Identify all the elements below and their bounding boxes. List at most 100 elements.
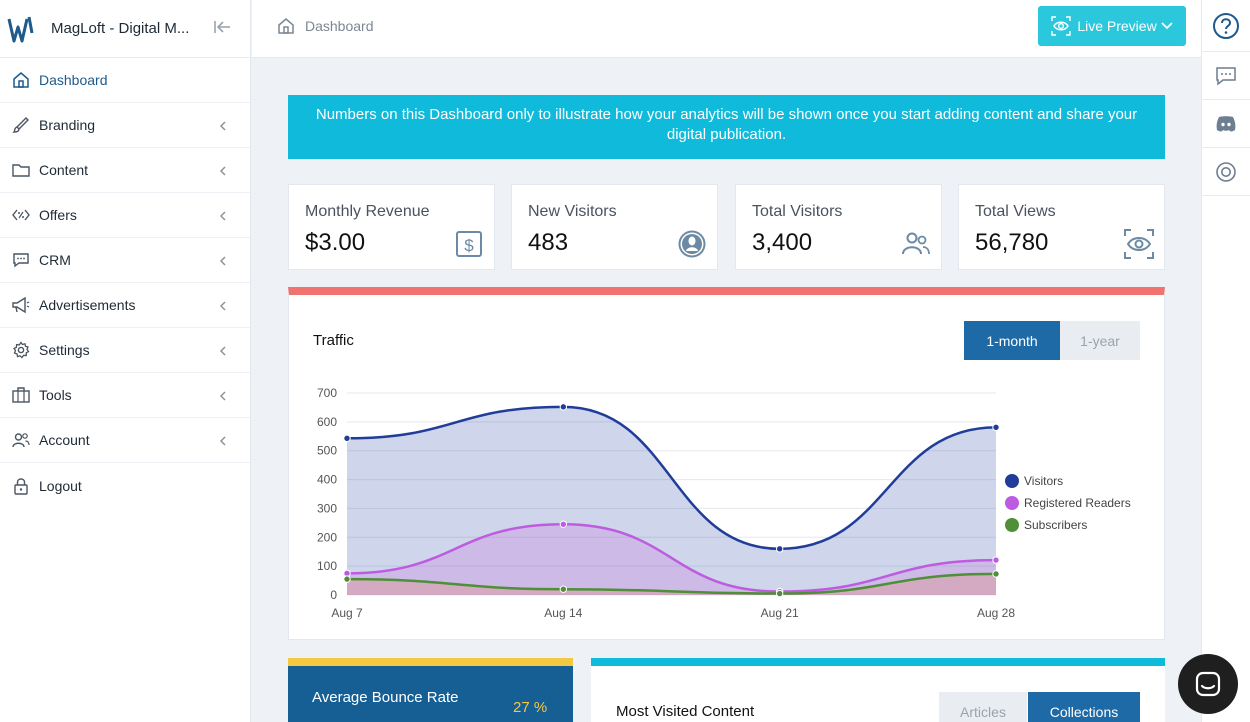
- megaphone-icon: [11, 295, 31, 315]
- x-tick-label: Aug 14: [544, 606, 582, 620]
- sidebar-item-label: Account: [39, 432, 90, 448]
- stat-card-monthly-revenue: Monthly Revenue $3.00 $: [288, 184, 495, 270]
- dollar-icon: $: [456, 231, 482, 257]
- sidebar-item-label: CRM: [39, 252, 71, 268]
- demo-data-banner: Numbers on this Dashboard only to illust…: [288, 95, 1165, 159]
- toolbox-icon: [11, 385, 31, 405]
- chevron-left-icon: [219, 121, 226, 131]
- sidebar-item-crm[interactable]: CRM: [0, 238, 250, 283]
- sidebar-item-content[interactable]: Content: [0, 148, 250, 193]
- chevron-left-icon: [219, 436, 226, 446]
- preview-eye-icon: [1051, 16, 1072, 36]
- legend-swatch: [1005, 474, 1019, 488]
- sidebar-item-tools[interactable]: Tools: [0, 373, 250, 418]
- data-point: [775, 589, 784, 598]
- x-tick-label: Aug 7: [331, 606, 363, 620]
- discord-button[interactable]: [1202, 100, 1250, 148]
- app-title: MagLoft - Digital M...: [51, 20, 190, 37]
- series-area: [347, 406, 996, 595]
- data-point: [343, 434, 351, 443]
- y-tick-label: 700: [317, 386, 337, 400]
- range-1-month-button[interactable]: 1-month: [964, 321, 1060, 360]
- breadcrumb[interactable]: Dashboard: [277, 17, 374, 35]
- messages-button[interactable]: [1202, 52, 1250, 100]
- svg-text:$: $: [464, 236, 474, 255]
- y-tick-label: 400: [317, 473, 337, 487]
- folder-icon: [11, 160, 31, 180]
- y-tick-label: 500: [317, 444, 337, 458]
- legend-swatch: [1005, 496, 1019, 510]
- legend-swatch: [1005, 518, 1019, 532]
- chat-launcher-icon: [1195, 671, 1221, 697]
- eye-icon: [1124, 229, 1154, 259]
- traffic-title: Traffic: [313, 332, 354, 349]
- chevron-left-icon: [219, 346, 226, 356]
- sidebar-item-settings[interactable]: Settings: [0, 328, 250, 373]
- chat-icon: [11, 250, 31, 270]
- chevron-left-icon: [219, 211, 226, 221]
- legend-label: Visitors: [1024, 474, 1063, 488]
- tab-collections[interactable]: Collections: [1028, 692, 1140, 722]
- range-1-year-button[interactable]: 1-year: [1060, 321, 1140, 360]
- users-icon: [902, 232, 930, 255]
- sidebar-item-label: Tools: [39, 387, 72, 403]
- sidebar-item-label: Branding: [39, 117, 96, 133]
- chevron-left-icon: [219, 256, 226, 266]
- most-visited-title: Most Visited Content: [616, 703, 755, 720]
- stat-value: $3.00: [305, 229, 366, 256]
- breadcrumb-dashboard: Dashboard: [305, 18, 374, 34]
- stat-card-total-views: Total Views 56,780: [958, 184, 1165, 270]
- stat-title: New Visitors: [528, 203, 617, 220]
- target-icon: [1216, 161, 1236, 182]
- most-visited-card: Most Visited Content Articles Collection…: [591, 658, 1165, 722]
- bounce-value: 27 %: [513, 699, 548, 716]
- stat-title: Monthly Revenue: [305, 203, 430, 220]
- sidebar-item-account[interactable]: Account: [0, 418, 250, 463]
- home-icon: [278, 18, 294, 34]
- data-point: [559, 520, 568, 529]
- data-point: [992, 423, 1000, 432]
- y-tick-label: 0: [330, 588, 337, 602]
- sidebar-item-label: Logout: [39, 477, 82, 494]
- top-bar: Dashboard Live Preview: [252, 0, 1201, 58]
- series-area: [347, 573, 996, 595]
- y-tick-label: 100: [317, 559, 337, 573]
- sidebar-item-logout[interactable]: Logout: [0, 463, 250, 508]
- offers-icon: [11, 205, 31, 225]
- legend-label: Registered Readers: [1024, 496, 1131, 510]
- sidebar-item-offers[interactable]: Offers: [0, 193, 250, 238]
- sidebar-item-dashboard[interactable]: Dashboard: [0, 58, 250, 103]
- help-button[interactable]: [1202, 0, 1250, 52]
- stat-title: Total Views: [975, 203, 1056, 220]
- data-point: [992, 556, 1000, 564]
- chevron-left-icon: [219, 301, 226, 311]
- right-rail: [1201, 0, 1250, 722]
- stat-title: Total Visitors: [752, 203, 843, 220]
- x-tick-label: Aug 21: [761, 606, 799, 620]
- collapse-sidebar-icon[interactable]: [212, 19, 232, 35]
- y-tick-label: 300: [317, 501, 337, 515]
- users-icon: [11, 430, 31, 450]
- tab-articles[interactable]: Articles: [939, 692, 1027, 722]
- brush-icon: [11, 115, 31, 135]
- gear-icon: [11, 340, 31, 360]
- stat-value: 483: [528, 229, 569, 256]
- stat-card-new-visitors: New Visitors 483: [511, 184, 718, 270]
- sidebar-item-advertisements[interactable]: Advertisements: [0, 283, 250, 328]
- legend-label: Subscribers: [1024, 518, 1087, 532]
- home-icon: [11, 70, 31, 90]
- chevron-down-icon: [1161, 22, 1173, 30]
- data-point: [992, 570, 1000, 578]
- series-line: [346, 572, 997, 595]
- traffic-card: Traffic 1-month 1-year 0 100 200 300 400 500 6…: [288, 287, 1165, 640]
- help-icon: [1213, 12, 1239, 39]
- chevron-left-icon: [219, 391, 226, 401]
- live-preview-button[interactable]: Live Preview: [1038, 6, 1186, 46]
- user-circle-icon: [678, 230, 706, 258]
- sidebar-item-branding[interactable]: Branding: [0, 103, 250, 148]
- series-area: [347, 524, 996, 595]
- chat-launcher-button[interactable]: [1178, 654, 1238, 714]
- target-button[interactable]: [1202, 148, 1250, 196]
- discord-icon: [1216, 115, 1236, 131]
- stat-value: 56,780: [975, 229, 1049, 256]
